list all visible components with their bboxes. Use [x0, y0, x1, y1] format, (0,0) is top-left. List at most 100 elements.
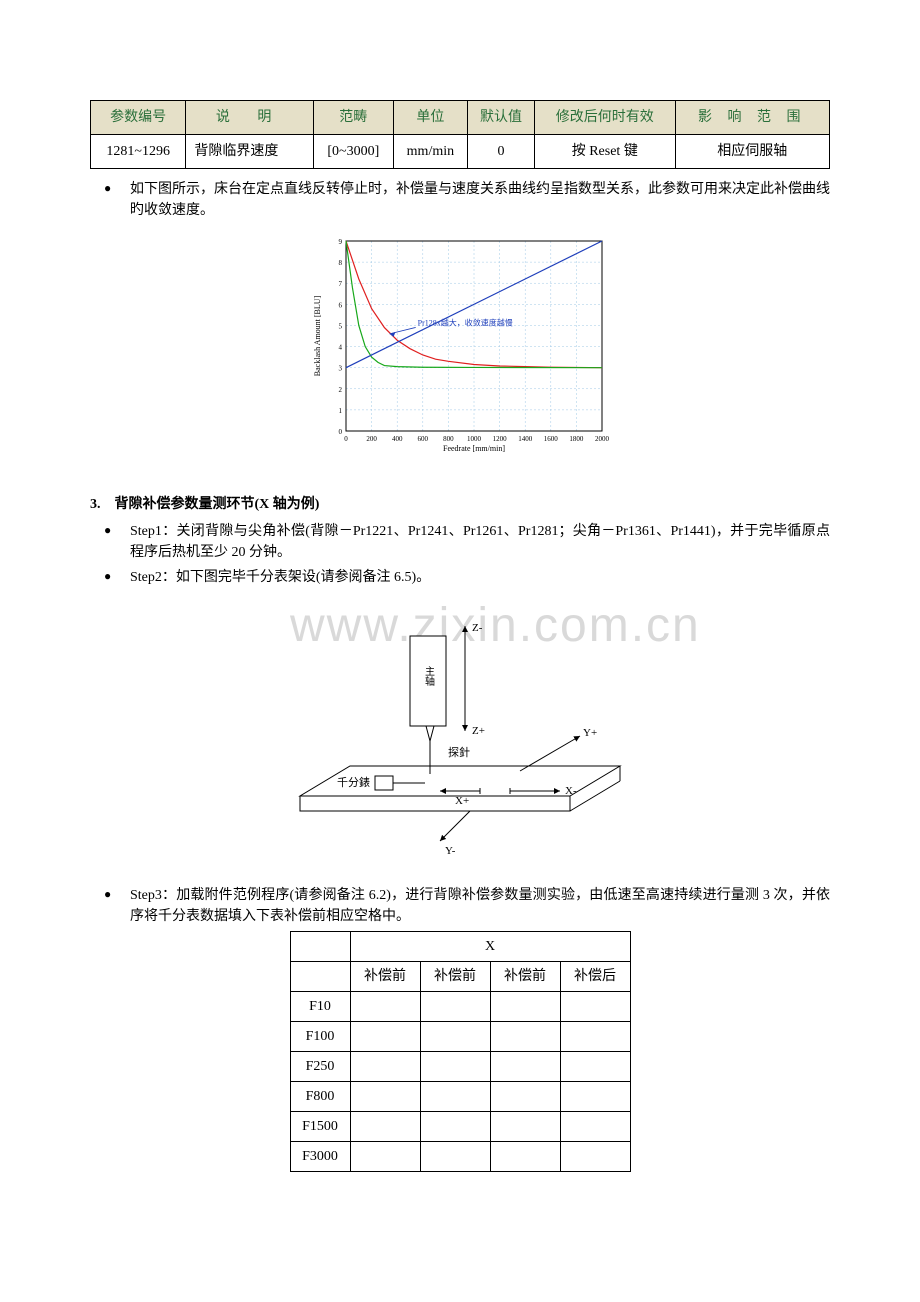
- svg-text:800: 800: [443, 435, 454, 443]
- step2-text: Step2：如下图完毕千分表架设(请参阅备注 6.5)。: [90, 567, 830, 588]
- svg-text:X+: X+: [455, 795, 469, 807]
- step3-text: Step3：加载附件范例程序(请参阅备注 6.2)，进行背隙补偿参数量测实验，由…: [90, 885, 830, 927]
- meas-blank2: [290, 962, 350, 992]
- svg-text:1000: 1000: [467, 435, 482, 443]
- svg-text:600: 600: [418, 435, 429, 443]
- meas-blank: [290, 932, 350, 962]
- meas-cell: [560, 1112, 630, 1142]
- section-title: 3. 背隙补偿参数量测环节(X 轴为例): [90, 494, 830, 515]
- meas-cell: [420, 1112, 490, 1142]
- svg-text:Z+: Z+: [472, 725, 485, 737]
- cell-id: 1281~1296: [91, 135, 186, 169]
- table-row: F10: [290, 992, 630, 1022]
- th-unit: 单位: [393, 101, 467, 135]
- svg-text:9: 9: [339, 238, 343, 246]
- step1-text: Step1：关闭背隙与尖角补偿(背隙－Pr1221、Pr1241、Pr1261、…: [90, 521, 830, 563]
- th-param-id: 参数编号: [91, 101, 186, 135]
- svg-text:千分錶: 千分錶: [337, 776, 370, 789]
- svg-text:1400: 1400: [518, 435, 533, 443]
- meas-cell: [350, 1082, 420, 1112]
- meas-cell: [350, 992, 420, 1022]
- meas-cell: [560, 1022, 630, 1052]
- svg-text:5: 5: [339, 322, 343, 330]
- meas-cell: [350, 1052, 420, 1082]
- svg-text:8: 8: [339, 259, 343, 267]
- setup-diagram: 主轴探針千分錶 Z- Z+ X+ X- Y+ Y-: [280, 596, 640, 866]
- meas-cell: [420, 992, 490, 1022]
- svg-text:400: 400: [392, 435, 403, 443]
- table-row: F100: [290, 1022, 630, 1052]
- meas-row-header: F800: [290, 1082, 350, 1112]
- meas-row-header: F1500: [290, 1112, 350, 1142]
- meas-row-header: F10: [290, 992, 350, 1022]
- svg-text:1800: 1800: [569, 435, 584, 443]
- cell-range: [0~3000]: [313, 135, 393, 169]
- svg-text:0: 0: [339, 428, 343, 436]
- meas-col-header: 补偿前: [350, 962, 420, 992]
- meas-cell: [490, 1052, 560, 1082]
- svg-text:1200: 1200: [493, 435, 508, 443]
- meas-cell: [420, 1022, 490, 1052]
- svg-text:Y+: Y+: [583, 727, 597, 739]
- meas-cell: [420, 1142, 490, 1172]
- svg-text:探針: 探針: [448, 745, 470, 759]
- th-default: 默认值: [467, 101, 534, 135]
- cell-unit: mm/min: [393, 135, 467, 169]
- meas-cell: [560, 992, 630, 1022]
- param-table: 参数编号 说 明 范畴 单位 默认值 修改后何时有效 影 响 范 围 1281~…: [90, 100, 830, 169]
- meas-cell: [560, 1052, 630, 1082]
- note-text: 如下图所示，床台在定点直线反转停止时，补偿量与速度关系曲线约呈指数型关系，此参数…: [90, 179, 830, 221]
- meas-cell: [490, 1142, 560, 1172]
- svg-text:Y-: Y-: [445, 845, 456, 857]
- th-effect: 修改后何时有效: [534, 101, 675, 135]
- backlash-chart: 0 200 400 600 800 1000 1200 1400 1600 1800 2000 0 1 2…: [310, 233, 610, 463]
- meas-cell: [490, 992, 560, 1022]
- svg-text:7: 7: [339, 280, 343, 288]
- meas-row-header: F100: [290, 1022, 350, 1052]
- cell-desc: 背隙临界速度: [186, 135, 313, 169]
- cell-scope: 相应伺服轴: [675, 135, 829, 169]
- meas-cell: [420, 1082, 490, 1112]
- meas-cell: [490, 1022, 560, 1052]
- measurement-table: X 补偿前补偿前补偿前补偿后 F10F100F250F800F1500F3000: [290, 931, 631, 1172]
- svg-text:Feedrate [mm/min]: Feedrate [mm/min]: [443, 444, 505, 453]
- svg-text:Pr128x越大，收敛速度越慢: Pr128x越大，收敛速度越慢: [418, 317, 513, 327]
- svg-text:6: 6: [339, 301, 343, 309]
- svg-text:X-: X-: [565, 785, 577, 797]
- meas-cell: [420, 1052, 490, 1082]
- svg-text:2: 2: [339, 386, 343, 394]
- table-row: F800: [290, 1082, 630, 1112]
- meas-col-header: 补偿前: [420, 962, 490, 992]
- svg-text:200: 200: [366, 435, 377, 443]
- meas-top-header: X: [350, 932, 630, 962]
- svg-text:1: 1: [339, 407, 343, 415]
- svg-text:3: 3: [339, 365, 343, 373]
- meas-cell: [350, 1112, 420, 1142]
- meas-cell: [350, 1142, 420, 1172]
- svg-text:0: 0: [344, 435, 348, 443]
- svg-text:4: 4: [339, 344, 343, 352]
- th-scope: 影 响 范 围: [675, 101, 829, 135]
- table-row: F3000: [290, 1142, 630, 1172]
- svg-text:主轴: 主轴: [423, 666, 435, 687]
- meas-cell: [350, 1022, 420, 1052]
- meas-row-header: F250: [290, 1052, 350, 1082]
- svg-text:1600: 1600: [544, 435, 559, 443]
- meas-col-header: 补偿前: [490, 962, 560, 992]
- meas-cell: [560, 1082, 630, 1112]
- cell-effect: 按 Reset 键: [534, 135, 675, 169]
- cell-default: 0: [467, 135, 534, 169]
- meas-cell: [490, 1082, 560, 1112]
- th-desc: 说 明: [186, 101, 313, 135]
- svg-text:2000: 2000: [595, 435, 610, 443]
- table-row: F250: [290, 1052, 630, 1082]
- svg-text:Z-: Z-: [472, 622, 483, 634]
- meas-col-header: 补偿后: [560, 962, 630, 992]
- svg-text:Backlash Amount [BLU]: Backlash Amount [BLU]: [313, 295, 322, 376]
- th-range: 范畴: [313, 101, 393, 135]
- meas-cell: [560, 1142, 630, 1172]
- meas-row-header: F3000: [290, 1142, 350, 1172]
- table-row: F1500: [290, 1112, 630, 1142]
- meas-cell: [490, 1112, 560, 1142]
- table-row: 1281~1296 背隙临界速度 [0~3000] mm/min 0 按 Res…: [91, 135, 830, 169]
